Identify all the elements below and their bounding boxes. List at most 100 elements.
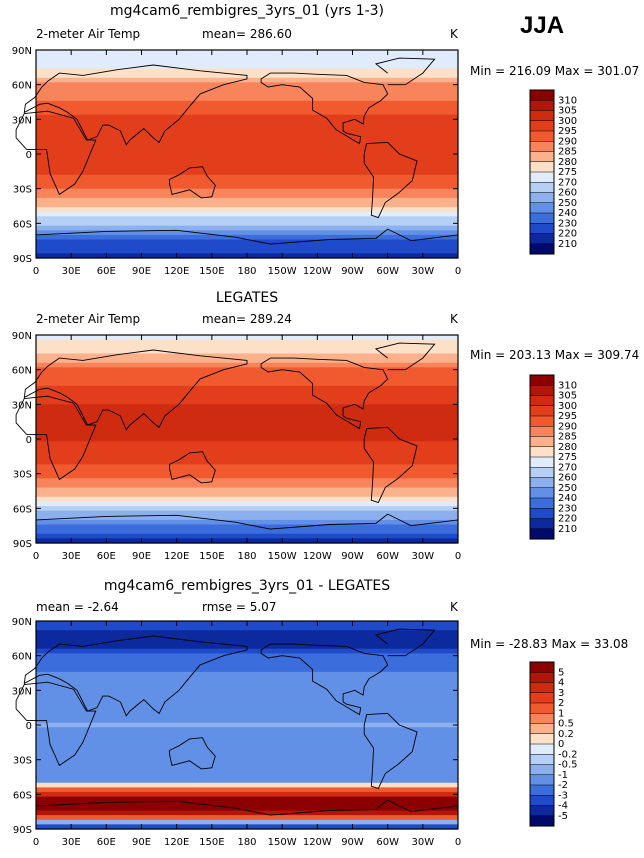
lat-band (36, 690, 458, 696)
y-tick-label: 90N (12, 331, 32, 342)
colorbar-swatch (529, 723, 555, 735)
lat-band (36, 478, 458, 484)
colorbar-swatch (529, 130, 555, 142)
colorbar-swatch (529, 774, 555, 786)
colorbar-swatch (529, 243, 555, 255)
x-tick-label: 30W (412, 266, 435, 277)
x-tick-label: 0 (33, 266, 39, 277)
x-tick-label: 30W (412, 837, 435, 848)
x-tick-label: 90W (341, 551, 364, 562)
lat-band (36, 202, 458, 208)
colorbar-label: 230 (558, 218, 577, 229)
colorbar-swatch (529, 477, 555, 489)
colorbar-label: 300 (558, 401, 577, 412)
colorbar-label: 295 (558, 126, 577, 137)
x-tick-label: 120W (303, 266, 332, 277)
lat-band (36, 404, 458, 410)
x-tick-label: 60E (97, 837, 116, 848)
lat-band (36, 441, 458, 447)
colorbar-swatch (529, 713, 555, 725)
coastline (169, 737, 216, 770)
colorbar-swatch (529, 212, 555, 224)
colorbar-swatch (529, 467, 555, 479)
lat-band (36, 353, 458, 359)
y-tick-label: 30N (12, 115, 32, 126)
lat-band (36, 105, 458, 111)
lat-band (36, 86, 458, 93)
coastline (363, 712, 418, 790)
colorbar-swatch (529, 161, 555, 173)
colorbar-swatch (529, 528, 555, 540)
panel-3-rmse-label: rmse = 5.07 (202, 600, 277, 614)
lat-band (36, 496, 458, 502)
colorbar-label: 250 (558, 198, 577, 209)
x-tick-label: 30E (62, 837, 81, 848)
lat-band (36, 91, 458, 97)
colorbar-swatch (529, 446, 555, 458)
lat-band (36, 801, 458, 807)
x-tick-label: 150W (268, 837, 297, 848)
y-tick-label: 30N (12, 400, 32, 411)
x-tick-label: 0 (33, 837, 39, 848)
lat-band (36, 432, 458, 438)
x-tick-label: 180 (237, 266, 256, 277)
colorbar-frame (529, 374, 555, 540)
lat-band (36, 63, 458, 70)
lat-band (36, 482, 458, 489)
colorbar-label: 0.2 (558, 729, 574, 740)
lat-band (36, 533, 458, 539)
coastline (23, 64, 248, 146)
y-tick-label: 60S (13, 219, 32, 230)
lat-band (36, 759, 458, 765)
colorbar-swatch (529, 415, 555, 427)
lat-band (36, 165, 458, 171)
lat-band (36, 408, 458, 415)
lat-band (36, 662, 458, 668)
lat-band (36, 248, 458, 254)
lat-band (36, 704, 458, 710)
lat-band (36, 487, 458, 493)
x-tick-label: 120W (303, 551, 332, 562)
colorbar-label: 4 (558, 678, 564, 689)
lat-band (36, 147, 458, 153)
x-tick-label: 60W (376, 837, 399, 848)
colorbar-label: 0.5 (558, 719, 574, 730)
colorbar-label: 280 (558, 442, 577, 453)
lat-band (36, 630, 458, 636)
coastline (374, 628, 436, 657)
colorbar-label: 220 (558, 229, 577, 240)
lat-band (36, 529, 458, 535)
colorbar-label: 250 (558, 483, 577, 494)
colorbar-swatch (529, 692, 555, 704)
x-tick-label: 120E (164, 837, 189, 848)
colorbar-frame (529, 89, 555, 255)
colorbar-label: 2 (558, 698, 564, 709)
lat-band (36, 524, 458, 530)
lat-band (36, 796, 458, 802)
colorbar-swatch (529, 171, 555, 183)
colorbar-label: 3 (558, 688, 564, 699)
colorbar-swatch (529, 784, 555, 796)
colorbar-swatch (529, 743, 555, 755)
panel-2-title: LEGATES (215, 290, 279, 306)
x-tick-label: 120W (303, 837, 332, 848)
lat-band (36, 413, 458, 419)
lat-band (36, 515, 458, 521)
lat-band (36, 100, 458, 107)
lat-band (36, 492, 458, 498)
colorbar-label: 270 (558, 462, 577, 473)
coastline (15, 395, 97, 481)
colorbar-swatch (529, 426, 555, 438)
lat-band (36, 778, 458, 784)
lat-band (36, 768, 458, 775)
lat-band (36, 160, 458, 167)
colorbar-swatch (529, 805, 555, 817)
coastline (15, 681, 97, 767)
lat-band (36, 96, 458, 102)
lat-band (36, 59, 458, 65)
lat-band (36, 174, 458, 181)
panel-2-min-max: Min = 203.13 Max = 309.74 (470, 348, 640, 362)
y-tick-label: 90S (13, 539, 32, 550)
